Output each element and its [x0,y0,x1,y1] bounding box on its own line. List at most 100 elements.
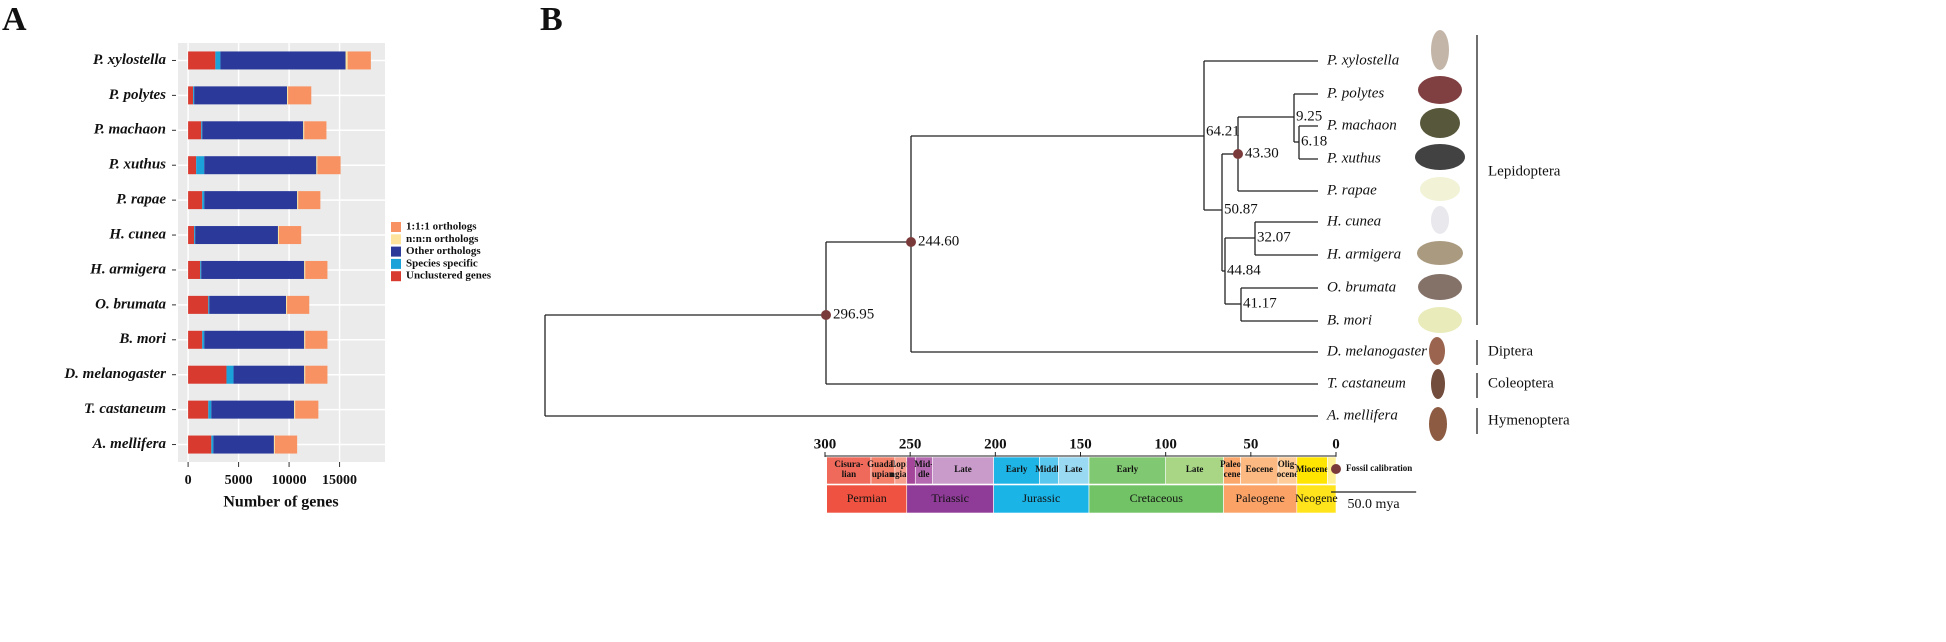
bar-segment [278,226,302,245]
bar-segment [200,260,202,279]
node-age: 32.07 [1257,229,1291,245]
bar-segment [188,260,201,279]
fossil-calibration [906,237,916,247]
time-tick-label: 100 [1154,436,1177,452]
period-label: Triassic [931,491,969,505]
time-tick-label: 300 [814,436,837,452]
bar-segment [188,156,197,175]
epoch-label: Cisura- [834,459,863,469]
period-band [1088,484,1224,514]
y-tick-label: P. xylostella [93,52,167,68]
bar-segment [188,191,203,210]
bar-segment [288,86,312,105]
tip-label: O. brumata [1327,279,1396,295]
bar-segment [209,295,287,314]
bar-segment [202,121,304,140]
period-band [1296,484,1337,514]
epoch-label: ngian [890,469,912,479]
bar-segment [297,191,299,210]
bar-segment [188,86,194,105]
bar-segment [277,226,279,245]
tip-label: P. polytes [1326,85,1384,101]
bar-segment [201,121,203,140]
epoch-label: ocene [1277,469,1299,479]
bar-segment [193,86,195,105]
epoch-label: Olig- [1278,459,1298,469]
time-tick-label: 150 [1069,436,1092,452]
node-age: 244.60 [918,233,959,249]
epoch-band [826,456,872,485]
bar-segment [188,226,195,245]
bar-segment [304,121,327,140]
period-label: Cretaceous [1130,491,1184,505]
period-label: Paleogene [1236,491,1285,505]
bar-segment [188,365,227,384]
bar-segment [286,295,288,314]
fossil-legend-label: Fossil calibration [1346,463,1412,473]
y-tick-label: D. melanogaster [63,366,166,382]
bar-segment [208,400,212,419]
y-tick-label: P. machaon [94,122,166,138]
bar-segment [215,51,221,70]
bar-segment [196,156,205,175]
epoch-label: Miocene [1296,464,1328,474]
epoch-label: Early [1006,464,1028,474]
tip-label: B. mori [1327,312,1372,328]
order-label: Diptera [1488,343,1533,359]
period-band [906,484,994,514]
epoch-label: Mid- [914,459,933,469]
tip-label: A. mellifera [1326,407,1398,423]
order-label: Hymenoptera [1488,412,1570,428]
bar-segment [188,295,209,314]
period-label: Permian [847,491,887,505]
bar-segment [305,365,328,384]
bar-segment [204,191,298,210]
bar-segment [295,400,319,419]
y-tick-label: P. rapae [116,192,166,208]
epoch-label: cene [1224,469,1241,479]
node-age: 50.87 [1224,201,1258,217]
bar-segment [188,51,216,70]
legend-swatch [391,246,401,257]
bar-segment [213,435,274,454]
y-tick-label: P. polytes [109,87,166,103]
order-label: Coleoptera [1488,375,1554,391]
tip-label: P. xylostella [1326,52,1399,68]
epoch-label: upian [872,469,894,479]
tip-label: D. melanogaster [1326,343,1427,359]
epoch-label: Early [1117,464,1139,474]
bar-segment [305,260,328,279]
fossil-legend-dot [1331,464,1341,474]
epoch-label: lian [842,469,857,479]
fossil-calibration [1233,149,1243,159]
tip-label: H. armigera [1326,246,1401,262]
bar-segment [211,400,295,419]
legend-label: n:n:n orthologs [406,233,479,245]
tip-label: T. castaneum [1327,375,1406,391]
bar-segment [211,435,214,454]
bar-segment [317,156,341,175]
tip-label: P. rapae [1326,182,1377,198]
y-tick-label: B. mori [118,331,167,347]
node-age: 6.18 [1301,133,1327,149]
time-tick-label: 200 [984,436,1007,452]
bar-segment [287,295,310,314]
y-tick-label: P. xuthus [109,157,166,173]
tip-label: P. xuthus [1326,150,1381,166]
bar-segment [201,260,305,279]
plot-background [178,43,385,462]
bar-segment [347,51,371,70]
bar-segment [305,330,328,349]
bar-segment [273,435,275,454]
bar-segment [304,365,306,384]
panel-label: B [540,1,563,38]
time-tick-label: 250 [899,436,922,452]
bar-segment [194,86,288,105]
bar-segment [304,260,306,279]
x-tick-label: 5000 [225,473,253,488]
epoch-label: Lopi- [890,459,911,469]
bar-segment [204,330,305,349]
y-tick-label: T. castaneum [84,401,166,417]
node-age: 44.84 [1227,262,1261,278]
